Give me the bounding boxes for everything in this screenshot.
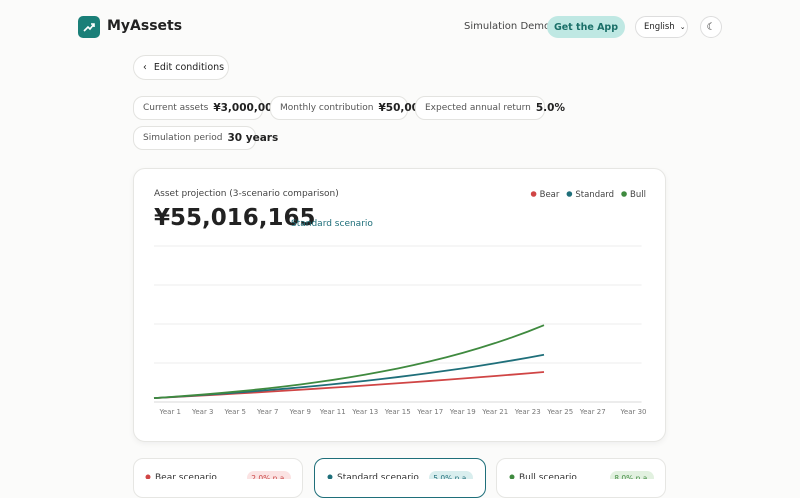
- legend-label: Standard: [575, 190, 614, 200]
- language-label: English: [644, 22, 675, 32]
- scenario-name: Bull scenario: [519, 473, 577, 479]
- theme-toggle[interactable]: ☾: [700, 16, 722, 38]
- language-select[interactable]: English ⌄: [635, 16, 688, 38]
- chip-label: Current assets: [143, 103, 209, 113]
- brand: MyAssets: [107, 18, 183, 34]
- cta-label: Get the App: [553, 21, 619, 33]
- chart-card: [133, 168, 666, 442]
- legend-swatch: [566, 191, 573, 197]
- legend-label: Bear: [540, 190, 560, 200]
- legend-swatch: [530, 191, 537, 197]
- logo: [78, 16, 100, 38]
- x-tick-label: Year 21: [481, 408, 508, 416]
- x-tick-label: Year 30: [620, 408, 647, 416]
- edit-label: Edit conditions: [153, 62, 225, 73]
- rate-badge: [247, 471, 291, 479]
- chip-value: 30 years: [227, 132, 279, 144]
- condition-chip: Monthly contribution ¥50,000: [270, 96, 426, 120]
- x-tick-label: Year 15: [384, 408, 411, 416]
- chart-title: Asset projection (3-scenario comparison): [154, 189, 339, 199]
- chip-label: Monthly contribution: [280, 103, 374, 113]
- chart: Year 1 Year 3 Year 5 Year 7 Year 9 Year 11 Yea…: [145, 190, 654, 479]
- x-tick-label: Year 19: [449, 408, 476, 416]
- chip-value: ¥3,000,000: [213, 102, 280, 114]
- x-tick-label: Year 3: [191, 408, 214, 416]
- condition-chip: Simulation period 30 years: [133, 126, 278, 150]
- chip-value: 5.0%: [535, 102, 565, 114]
- legend-label: Bull: [630, 190, 646, 200]
- x-tick-label: Year 1: [159, 408, 182, 416]
- cta-button[interactable]: Get the App: [547, 16, 625, 38]
- x-tick-label: Year 17: [416, 408, 443, 416]
- x-tick-label: Year 23: [514, 408, 541, 416]
- logo-icon: [83, 23, 95, 32]
- rate-label: 5.0% p.a.: [433, 474, 469, 479]
- chip-label: Simulation period: [143, 133, 223, 143]
- scenario-name: Standard scenario: [337, 473, 419, 479]
- rate-label: 2.0% p.a.: [251, 474, 287, 479]
- condition-chip: Current assets ¥3,000,000: [133, 96, 280, 120]
- x-tick-label: Year 11: [319, 408, 346, 416]
- series-line: [153, 324, 545, 399]
- legend-swatch: [621, 191, 627, 197]
- scenario-dot: [145, 474, 151, 479]
- rate-badge: [610, 471, 654, 479]
- page: MyAssets Simulation Demo Get the App Eng…: [78, 16, 722, 498]
- x-tick-label: Year 7: [256, 408, 279, 416]
- condition-chip: Expected annual return 5.0%: [415, 96, 565, 120]
- rate-badge: [429, 471, 473, 479]
- x-tick-label: Year 27: [579, 408, 606, 416]
- chip-value: ¥50,000: [378, 102, 427, 114]
- x-tick-label: Year 13: [351, 408, 378, 416]
- headline-note: Standard scenario: [291, 219, 373, 229]
- rate-label: 8.0% p.a.: [614, 474, 650, 479]
- headline-value: ¥55,016,165: [154, 205, 316, 231]
- x-tick-label: Year 25: [546, 408, 573, 416]
- x-tick-label: Year 9: [289, 408, 312, 416]
- nav-link[interactable]: Simulation Demo: [464, 21, 551, 32]
- edit-button[interactable]: ‹ Edit conditions: [133, 55, 229, 80]
- scenario-dot: [327, 474, 333, 479]
- chip-label: Expected annual return: [425, 103, 531, 113]
- scenario-name: Bear scenario: [155, 473, 217, 479]
- x-tick-label: Year 5: [224, 408, 247, 416]
- scenario-dot: [509, 474, 515, 479]
